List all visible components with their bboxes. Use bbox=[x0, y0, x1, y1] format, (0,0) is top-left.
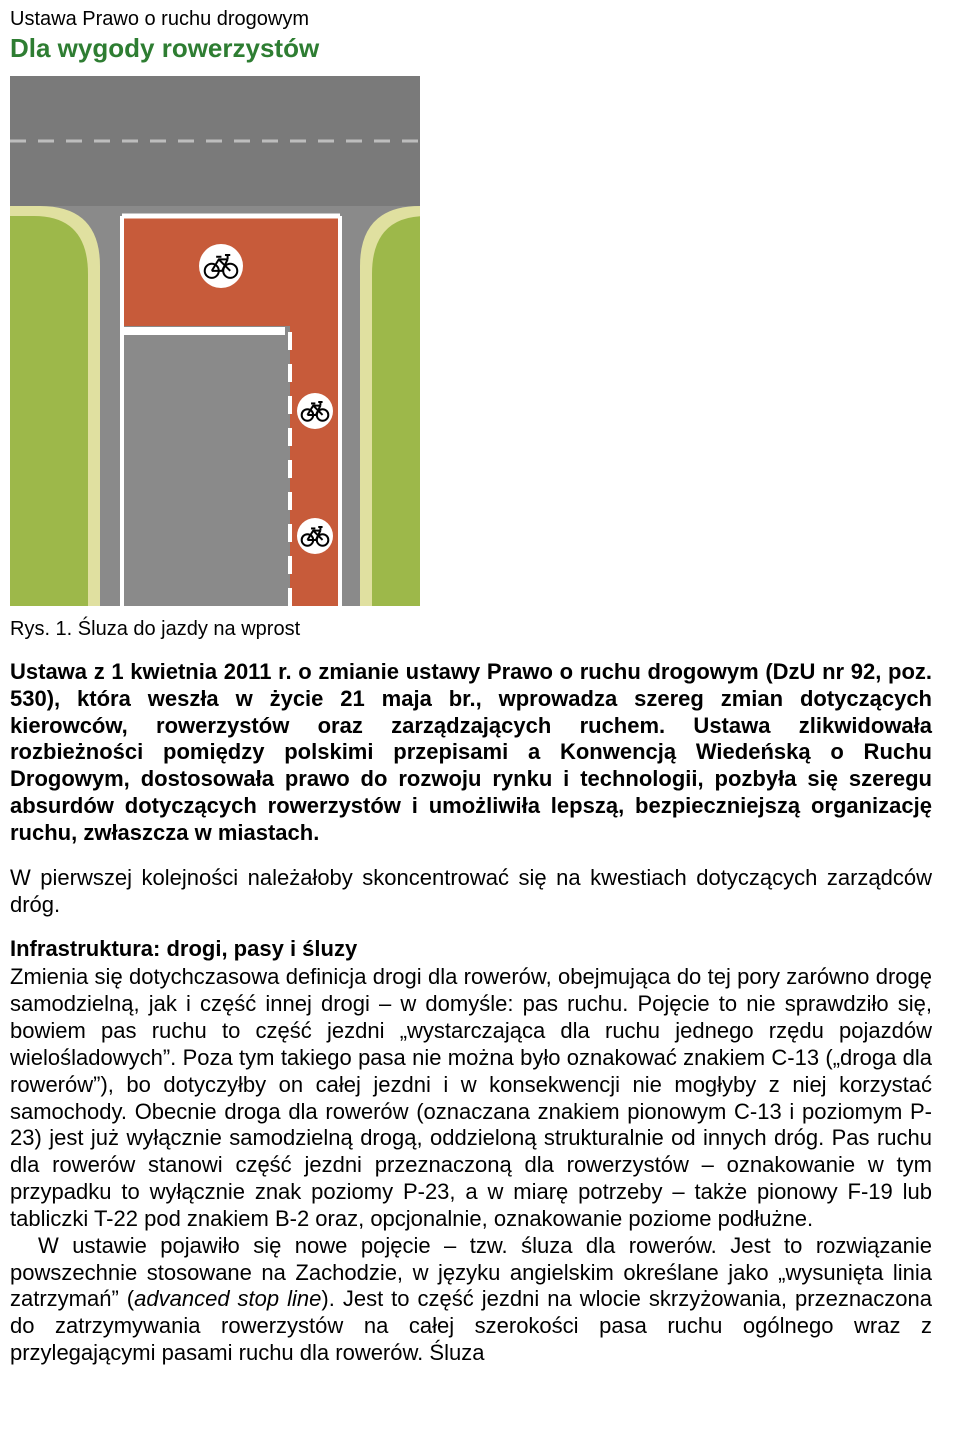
diagram-svg bbox=[10, 76, 420, 606]
figure-caption: Rys. 1. Śluza do jazdy na wprost bbox=[10, 618, 932, 641]
section-body: Zmienia się dotychczasowa definicja drog… bbox=[10, 964, 932, 1366]
bike-sluice-diagram bbox=[10, 76, 420, 606]
header-small: Ustawa Prawo o ruchu drogowym bbox=[10, 8, 932, 31]
paragraph-1: W pierwszej kolejności należałoby skonce… bbox=[10, 865, 932, 919]
lead-paragraph: Ustawa z 1 kwietnia 2011 r. o zmianie us… bbox=[10, 659, 932, 847]
body-text-b-italic: advanced stop line bbox=[134, 1286, 321, 1311]
body-text-a: Zmienia się dotychczasowa definicja drog… bbox=[10, 964, 932, 1230]
header-large: Dla wygody rowerzystów bbox=[10, 33, 932, 64]
section-title: Infrastruktura: drogi, pasy i śluzy bbox=[10, 936, 932, 962]
